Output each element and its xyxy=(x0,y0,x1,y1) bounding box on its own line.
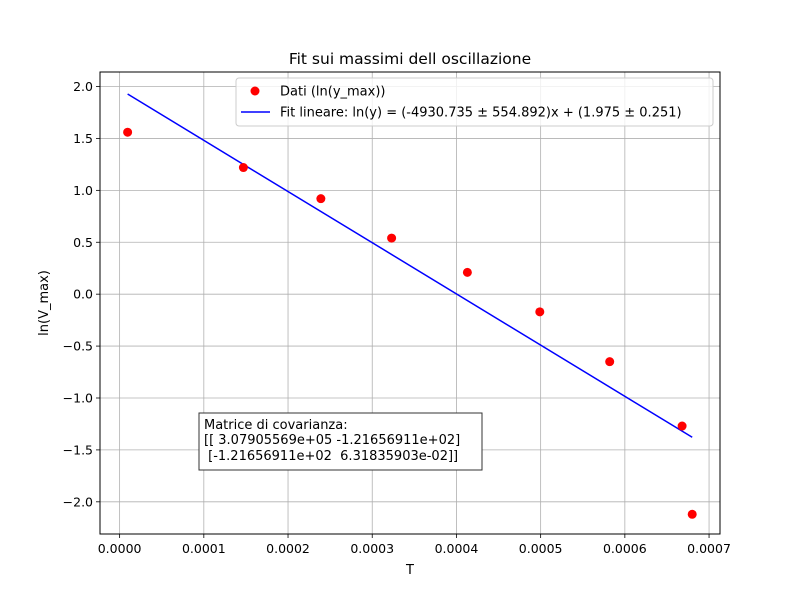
data-point xyxy=(687,509,697,519)
data-point xyxy=(462,267,472,277)
data-point xyxy=(535,307,545,317)
y-tick-label: 0.0 xyxy=(73,287,93,302)
y-tick-label: −1.5 xyxy=(63,442,93,457)
x-tick-label: 0.0000 xyxy=(98,541,142,556)
y-tick-label: 0.5 xyxy=(73,235,93,250)
fit-line xyxy=(127,93,693,438)
annotation-line-2: [[ 3.07905569e+05 -1.21656911e+02] xyxy=(204,433,460,448)
x-axis-label: T xyxy=(405,563,414,578)
data-point xyxy=(677,421,687,431)
x-tick-label: 0.0003 xyxy=(350,541,394,556)
data-point xyxy=(605,357,615,367)
x-tick-label: 0.0005 xyxy=(519,541,563,556)
data-point xyxy=(238,163,248,173)
y-axis-label: ln(V_max) xyxy=(37,270,52,336)
data-point xyxy=(387,233,397,243)
y-tick-label: −2.0 xyxy=(63,494,93,509)
data-point xyxy=(316,194,326,204)
annotation-box xyxy=(198,412,483,471)
x-tick-label: 0.0002 xyxy=(266,541,310,556)
y-axis-ticks: 2.0 1.5 1.0 0.5 0.0 −0.5 −1.0 −1.5 −2.0 xyxy=(63,79,100,509)
grid xyxy=(100,72,720,534)
annotation-line-1: Matrice di covarianza: xyxy=(204,418,348,433)
fit-line-layer xyxy=(127,93,693,438)
legend-label-data: Dati (ln(y_max)) xyxy=(280,85,385,100)
y-tick-label: −0.5 xyxy=(63,339,93,354)
x-tick-label: 0.0007 xyxy=(687,541,731,556)
x-tick-label: 0.0001 xyxy=(182,541,226,556)
y-tick-label: 2.0 xyxy=(73,79,93,94)
legend-box xyxy=(235,77,714,127)
annotation-line-3: [-1.21656911e+02 6.31835903e-02]] xyxy=(204,449,458,464)
axes-frame xyxy=(99,71,721,535)
x-tick-label: 0.0006 xyxy=(603,541,647,556)
data-points xyxy=(123,127,697,519)
data-point xyxy=(123,127,133,137)
legend-label-fit: Fit lineare: ln(y) = (-4930.735 ± 554.89… xyxy=(280,106,682,121)
y-tick-label: 1.0 xyxy=(73,183,93,198)
legend: Dati (ln(y_max)) Fit lineare: ln(y) = (-… xyxy=(235,77,714,127)
x-tick-label: 0.0004 xyxy=(435,541,479,556)
y-tick-label: −1.0 xyxy=(63,390,93,405)
y-tick-label: 1.5 xyxy=(73,131,93,146)
covariance-annotation: Matrice di covarianza: [[ 3.07905569e+05… xyxy=(198,412,483,471)
x-axis-ticks: 0.0000 0.0001 0.0002 0.0003 0.0004 0.0005 0.00… xyxy=(98,534,731,556)
chart-title: Fit sui massimi dell oscillazione xyxy=(289,50,531,68)
legend-marker-data xyxy=(250,86,260,96)
